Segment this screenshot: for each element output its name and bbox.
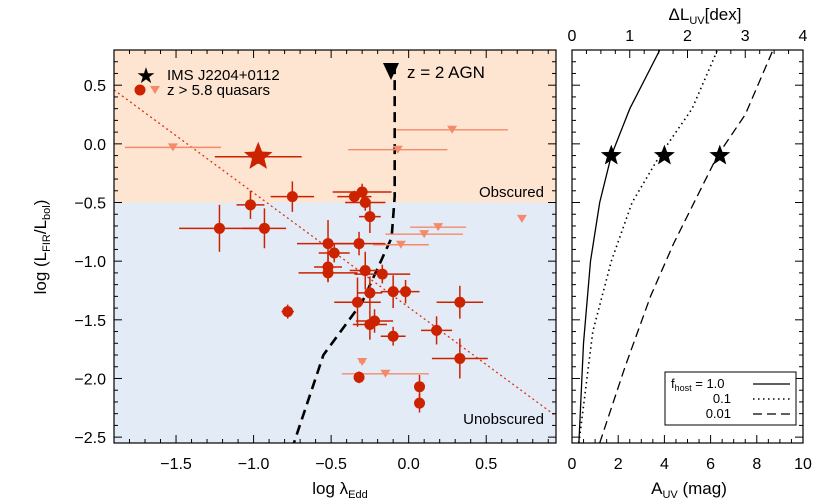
y-tick-label: −2.0 <box>74 371 106 388</box>
auv-tick-label: 0 <box>568 456 577 473</box>
upper-limit-marker <box>357 358 368 367</box>
legend-quasar-label: z > 5.8 quasars <box>167 82 270 99</box>
star-marker <box>709 144 731 165</box>
quasar-point <box>364 287 376 299</box>
quasar-point <box>353 371 365 383</box>
auv-tick-label: 10 <box>794 456 812 473</box>
obscured-region <box>114 50 556 203</box>
legend-fhost-1: fhost = 1.0 <box>671 376 725 393</box>
auv-tick-label: 6 <box>706 456 715 473</box>
unobscured-label: Unobscured <box>463 411 544 428</box>
ims-star-point <box>244 141 273 169</box>
right-panel-marks <box>578 50 774 443</box>
left-axis-ticks: −1.5 −1.0 −0.5 0.0 0.5 0.5 0.0 −0.5 −1.0 −1.5 −2.0… <box>74 50 556 473</box>
x-tick-label: 0.5 <box>475 456 497 473</box>
upper-limit-marker <box>380 369 391 378</box>
upper-limit-marker <box>167 143 178 152</box>
y-tick-label: −2.5 <box>74 430 106 447</box>
quasar-point <box>414 397 426 409</box>
left-legend: ★ IMS J2204+0112 z > 5.8 quasars z = 2 A… <box>134 63 485 99</box>
fit-line <box>113 89 557 417</box>
y-tick-label: 0.5 <box>84 78 106 95</box>
y-tick-label: −1.0 <box>74 254 106 271</box>
x-tick-label: −1.0 <box>238 456 270 473</box>
upper-limit-marker <box>419 230 430 239</box>
quasar-point <box>387 330 399 342</box>
legend-fhost-001: 0.01 <box>706 406 731 421</box>
x-tick-label: −0.5 <box>315 456 347 473</box>
auv-tick-label: 2 <box>614 456 623 473</box>
right-legend: fhost = 1.0 0.1 0.01 <box>664 371 797 426</box>
quasar-point <box>213 222 225 234</box>
x-tick-label: −1.5 <box>160 456 192 473</box>
legend-quasar-marker <box>134 84 146 96</box>
quasar-point <box>322 267 334 279</box>
unobscured-region <box>114 202 556 443</box>
quasar-point <box>351 296 363 308</box>
quasar-point <box>400 286 412 298</box>
dluv-tick-label: 0 <box>568 28 577 45</box>
auv-tick-label: 4 <box>660 456 669 473</box>
quasar-point <box>322 238 334 250</box>
upper-limit-marker <box>447 125 458 134</box>
quasar-point <box>244 199 256 211</box>
left-panel-marks <box>113 64 557 444</box>
attenuation-curve-solid <box>578 50 661 443</box>
right-axis-ticks: 0 2 4 6 8 10 0 1 2 3 4 <box>568 28 812 473</box>
quasar-point <box>359 265 371 277</box>
quasar-point <box>258 222 270 234</box>
y-tick-label: −1.5 <box>74 313 106 330</box>
legend-ims-label: IMS J2204+0112 <box>167 67 280 84</box>
quasar-point <box>454 353 466 365</box>
y-tick-label: 0.0 <box>84 137 106 154</box>
upper-limit-marker <box>433 223 444 232</box>
legend-upper-limit-marker <box>150 86 160 94</box>
agn-marker <box>383 63 399 80</box>
dluv-tick-label: 2 <box>683 28 692 45</box>
x-tick-label: 0.0 <box>398 456 420 473</box>
legend-fhost-01: 0.1 <box>713 391 731 406</box>
left-plot-frame <box>113 49 557 444</box>
quasar-point <box>364 211 376 223</box>
star-marker <box>600 144 622 165</box>
auv-tick-label: 8 <box>752 456 761 473</box>
left-y-axis-label: log (LFIR/Lbol) <box>31 200 53 295</box>
quasar-point <box>454 296 466 308</box>
quasar-point <box>376 268 388 280</box>
upper-limit-marker <box>395 240 406 249</box>
upper-limit-marker <box>392 145 403 154</box>
obscured-label: Obscured <box>479 184 544 201</box>
agn-label: z = 2 AGN <box>407 63 485 82</box>
upper-limit-marker <box>516 214 527 223</box>
right-top-axis-label: ΔLUV[dex] <box>669 5 742 27</box>
star-marker <box>653 144 675 165</box>
quasar-point <box>348 191 360 203</box>
quasar-point <box>282 306 294 318</box>
quasar-point <box>369 315 381 327</box>
attenuation-curve-dashed <box>599 50 774 443</box>
right-x-axis-label: AUV (mag) <box>651 479 727 501</box>
dluv-tick-label: 1 <box>625 28 634 45</box>
legend-star-marker: ★ <box>136 63 156 88</box>
quasar-point <box>286 191 298 203</box>
y-tick-label: −0.5 <box>74 196 106 213</box>
quasar-point <box>414 381 426 393</box>
quasar-point <box>431 324 443 336</box>
dluv-tick-label: 4 <box>799 28 808 45</box>
quasar-point <box>328 247 340 259</box>
dluv-tick-label: 3 <box>741 28 750 45</box>
quasar-point <box>359 197 371 209</box>
left-x-axis-label: log λEdd <box>312 479 368 501</box>
